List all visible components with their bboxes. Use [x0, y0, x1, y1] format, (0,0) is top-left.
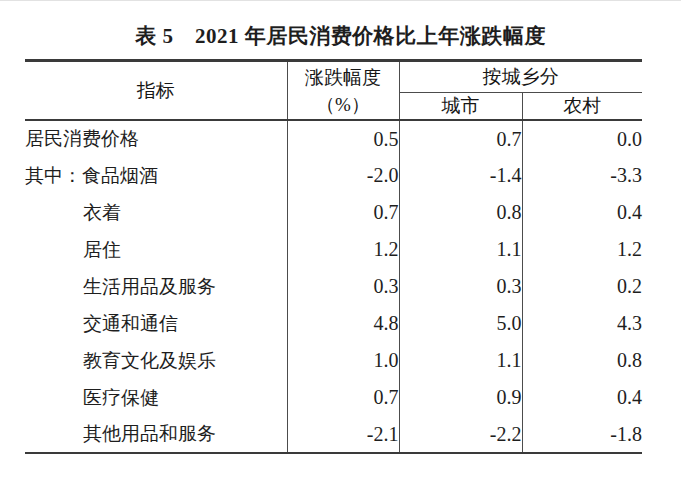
urban-cell: 1.1	[399, 342, 522, 379]
table-title: 表 5 2021 年居民消费价格比上年涨跌幅度	[0, 22, 681, 50]
table-header: 指标 涨跌幅度 （%） 按城乡分 城市 农村	[25, 61, 642, 121]
indicator-cell: 医疗保健	[25, 379, 287, 416]
rural-cell: 1.2	[522, 231, 642, 268]
table-body: 居民消费价格 0.5 0.7 0.0 其中：食品烟酒 -2.0 -1.4 -3.…	[25, 120, 642, 453]
indicator-cell: 居住	[25, 231, 287, 268]
header-change-unit: （%）	[316, 94, 370, 115]
rural-cell: 0.2	[522, 268, 642, 305]
urban-cell: 1.1	[399, 231, 522, 268]
indicator-cell: 其中：食品烟酒	[25, 157, 287, 194]
table-row: 其中：食品烟酒 -2.0 -1.4 -3.3	[25, 157, 642, 194]
change-cell: 4.8	[287, 305, 399, 342]
header-row-1: 指标 涨跌幅度 （%） 按城乡分	[25, 61, 642, 93]
table-row: 其他用品和服务 -2.1 -2.2 -1.8	[25, 416, 642, 453]
change-cell: -2.0	[287, 157, 399, 194]
urban-cell: 0.9	[399, 379, 522, 416]
header-change: 涨跌幅度 （%）	[287, 61, 399, 121]
table-row: 衣着 0.7 0.8 0.4	[25, 194, 642, 231]
urban-cell: -2.2	[399, 416, 522, 453]
header-indicator: 指标	[25, 61, 287, 121]
header-change-label: 涨跌幅度	[305, 67, 381, 88]
urban-cell: -1.4	[399, 157, 522, 194]
cpi-table: 指标 涨跌幅度 （%） 按城乡分 城市 农村 居民消费价格 0.5 0.7 0.…	[25, 59, 642, 454]
urban-cell: 0.3	[399, 268, 522, 305]
header-by-region: 按城乡分	[399, 61, 642, 93]
indicator-cell: 衣着	[25, 194, 287, 231]
rural-cell: -3.3	[522, 157, 642, 194]
rural-cell: 0.0	[522, 120, 642, 157]
rural-cell: 4.3	[522, 305, 642, 342]
indicator-cell: 教育文化及娱乐	[25, 342, 287, 379]
table-row: 居民消费价格 0.5 0.7 0.0	[25, 120, 642, 157]
rural-cell: 0.4	[522, 379, 642, 416]
urban-cell: 0.7	[399, 120, 522, 157]
urban-cell: 0.8	[399, 194, 522, 231]
change-cell: 0.7	[287, 379, 399, 416]
document-page: 表 5 2021 年居民消费价格比上年涨跌幅度 指标 涨跌幅度 （%） 按城乡分…	[0, 0, 681, 494]
change-cell: 1.2	[287, 231, 399, 268]
urban-cell: 5.0	[399, 305, 522, 342]
indicator-cell: 生活用品及服务	[25, 268, 287, 305]
indicator-cell: 交通和通信	[25, 305, 287, 342]
change-cell: 0.7	[287, 194, 399, 231]
header-rural: 农村	[522, 93, 642, 121]
indicator-cell: 其他用品和服务	[25, 416, 287, 453]
table-row: 生活用品及服务 0.3 0.3 0.2	[25, 268, 642, 305]
header-urban: 城市	[399, 93, 522, 121]
table-row: 居住 1.2 1.1 1.2	[25, 231, 642, 268]
indicator-cell: 居民消费价格	[25, 120, 287, 157]
change-cell: 0.3	[287, 268, 399, 305]
rural-cell: 0.4	[522, 194, 642, 231]
change-cell: 1.0	[287, 342, 399, 379]
rural-cell: -1.8	[522, 416, 642, 453]
table-row: 交通和通信 4.8 5.0 4.3	[25, 305, 642, 342]
change-cell: 0.5	[287, 120, 399, 157]
table-row: 医疗保健 0.7 0.9 0.4	[25, 379, 642, 416]
change-cell: -2.1	[287, 416, 399, 453]
table-row: 教育文化及娱乐 1.0 1.1 0.8	[25, 342, 642, 379]
rural-cell: 0.8	[522, 342, 642, 379]
